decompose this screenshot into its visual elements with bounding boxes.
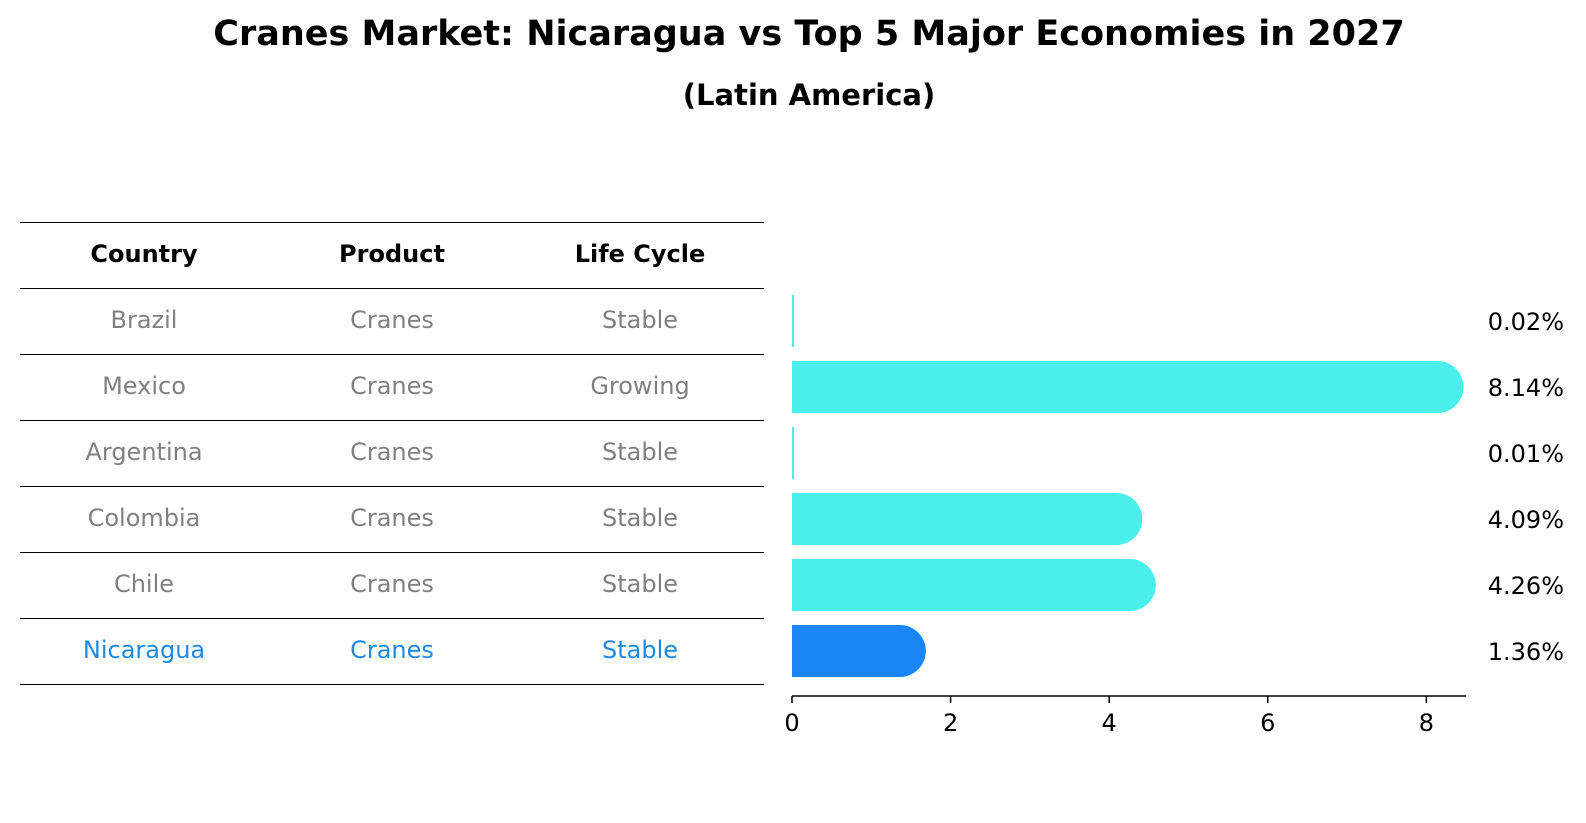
table-row: Colombia Cranes Stable [20,486,764,552]
bar-colombia [792,493,1143,545]
bar-brazil [792,295,794,347]
cell-product: Cranes [350,306,434,334]
value-label-mexico: 8.14% [1488,374,1564,402]
x-tick-label: 6 [1260,709,1275,737]
cell-product: Cranes [350,438,434,466]
chart-title: Cranes Market: Nicaragua vs Top 5 Major … [213,14,1405,54]
cell-country: Mexico [102,372,186,400]
x-tick-label: 8 [1419,709,1434,737]
table-row-highlighted: Nicaragua Cranes Stable [20,618,764,685]
value-label-chile: 4.26% [1488,572,1564,600]
header-product: Product [339,240,445,268]
table-row: Mexico Cranes Growing [20,354,764,420]
cell-product: Cranes [350,372,434,400]
cell-life-cycle: Stable [601,570,679,598]
table-row: Chile Cranes Stable [20,552,764,618]
chart-subtitle: (Latin America) [682,78,936,112]
cell-life-cycle: Stable [601,438,679,466]
value-label-brazil: 0.02% [1488,308,1564,336]
table-row: Argentina Cranes Stable [20,420,764,486]
value-label-nicaragua: 1.36% [1488,638,1564,666]
cell-product: Cranes [350,504,434,532]
cell-country: Argentina [85,438,203,466]
cell-life-cycle: Stable [601,306,679,334]
cell-life-cycle: Growing [590,372,690,400]
value-label-argentina: 0.01% [1488,440,1564,468]
bar-chile [792,559,1156,611]
cell-product: Cranes [350,636,434,664]
cell-country: Chile [113,570,175,598]
bar-nicaragua [792,625,926,677]
cell-life-cycle: Stable [601,504,679,532]
table-header-row: Country Product Life Cycle [20,222,764,288]
cell-life-cycle: Stable [601,636,679,664]
x-tick-label: 4 [1102,709,1117,737]
header-life-cycle: Life Cycle [574,240,706,268]
cell-country: Brazil [110,306,178,334]
header-country: Country [90,240,198,268]
bar-argentina [792,427,794,479]
x-tick-label: 2 [943,709,958,737]
x-tick-label: 0 [784,709,799,737]
value-label-colombia: 4.09% [1488,506,1564,534]
cell-country: Nicaragua [82,636,206,664]
table-row: Brazil Cranes Stable [20,288,764,354]
cell-country: Colombia [87,504,201,532]
cell-product: Cranes [350,570,434,598]
bar-mexico [792,361,1464,413]
